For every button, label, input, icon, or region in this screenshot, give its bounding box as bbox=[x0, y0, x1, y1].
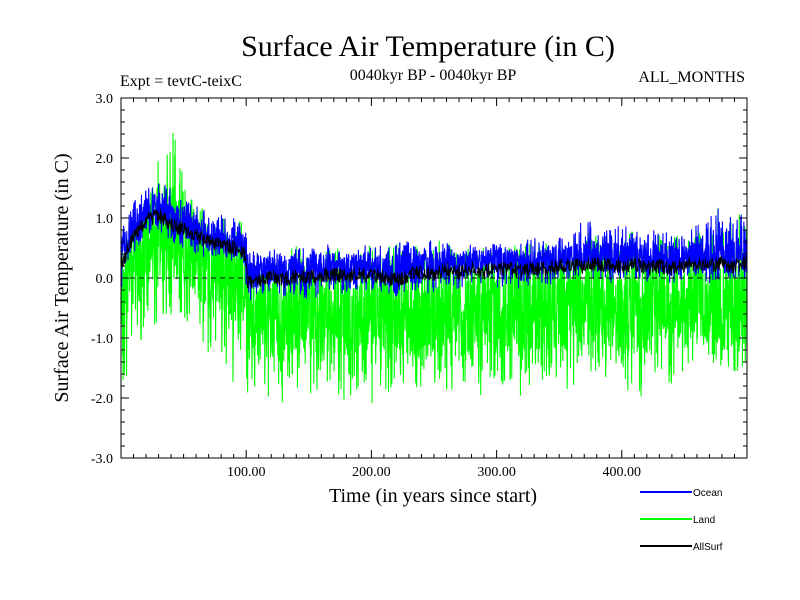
x-tick-label: 300.00 bbox=[477, 465, 516, 480]
experiment-label: Expt = tevtC-teixC bbox=[120, 73, 242, 90]
x-tick-label: 100.00 bbox=[227, 465, 266, 480]
months-label: ALL_MONTHS bbox=[638, 69, 745, 86]
x-axis-label: Time (in years since start) bbox=[329, 485, 537, 507]
y-axis-label: Surface Air Temperature (in C) bbox=[51, 153, 73, 402]
y-tick-label: -3.0 bbox=[91, 452, 113, 467]
y-tick-label: -1.0 bbox=[91, 332, 113, 347]
series-line-land bbox=[121, 132, 747, 404]
legend: Ocean Land AllSurf bbox=[640, 488, 723, 553]
y-tick-label: 1.0 bbox=[96, 212, 114, 227]
series-layer bbox=[121, 132, 747, 404]
x-tick-label: 200.00 bbox=[352, 465, 391, 480]
y-tick-label: 0.0 bbox=[96, 272, 114, 287]
chart-title: Surface Air Temperature (in C) bbox=[241, 30, 615, 63]
legend-label-land: Land bbox=[693, 515, 715, 526]
y-tick-label: 2.0 bbox=[96, 152, 114, 167]
period-label: 0040kyr BP - 0040kyr BP bbox=[350, 67, 517, 84]
y-tick-label: -2.0 bbox=[91, 392, 113, 407]
legend-label-ocean: Ocean bbox=[693, 488, 722, 499]
legend-label-allsurf: AllSurf bbox=[693, 542, 723, 553]
x-tick-label: 400.00 bbox=[603, 465, 642, 480]
y-tick-label: 3.0 bbox=[96, 92, 114, 107]
axes: 3.0 2.0 1.0 0.0 -1.0 -2.0 -3.0 100.00 200.00 300.… bbox=[91, 92, 748, 480]
series-line-allsurf bbox=[121, 208, 747, 289]
